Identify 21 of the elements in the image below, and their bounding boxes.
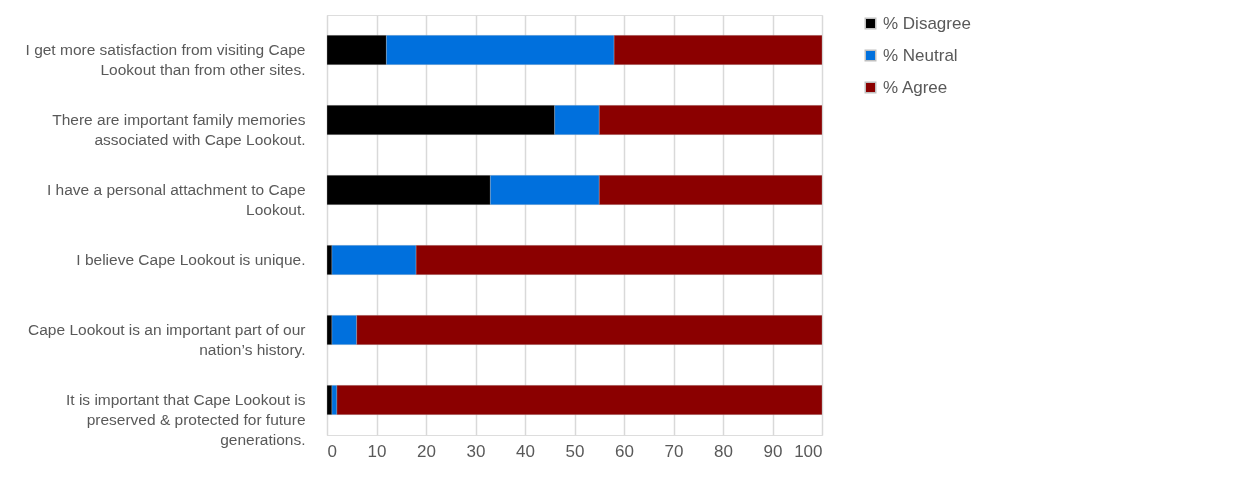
- legend-label: % Neutral: [883, 45, 958, 65]
- y-tick-label: Cape Lookout is an important part of our nation’s history.: [28, 321, 306, 358]
- x-tick-label: 30: [466, 441, 486, 461]
- x-tick-label: 100: [794, 441, 823, 461]
- legend-label: % Agree: [883, 77, 948, 97]
- x-tick-label: 80: [714, 441, 733, 461]
- x-tick-label: 90: [763, 441, 783, 461]
- x-tick-label: 70: [664, 441, 684, 461]
- bar: [326, 385, 333, 415]
- x-tick-label: 40: [516, 441, 535, 461]
- y-tick-label: I have a personal attachment to Cape Lookout.: [47, 181, 306, 218]
- y-tick-label: I believe Cape Lookout is unique.: [76, 251, 306, 268]
- x-tick-label: 20: [417, 441, 436, 461]
- legend-label: % Disagree: [883, 13, 971, 33]
- x-tick-label: 10: [367, 441, 387, 461]
- y-tick-label: It is important that Cape Lookout is preserved & protected for future generations.: [65, 391, 306, 448]
- y-tick-label: There are important family memories associated with Cape Lookout.: [52, 111, 306, 148]
- x-tick-label: 60: [615, 441, 634, 461]
- y-tick-label: I get more satisfaction from visiting Cape Lookout than from other sites.: [25, 41, 306, 78]
- x-tick-label: 0: [327, 441, 337, 461]
- x-tick-label: 50: [565, 441, 585, 461]
